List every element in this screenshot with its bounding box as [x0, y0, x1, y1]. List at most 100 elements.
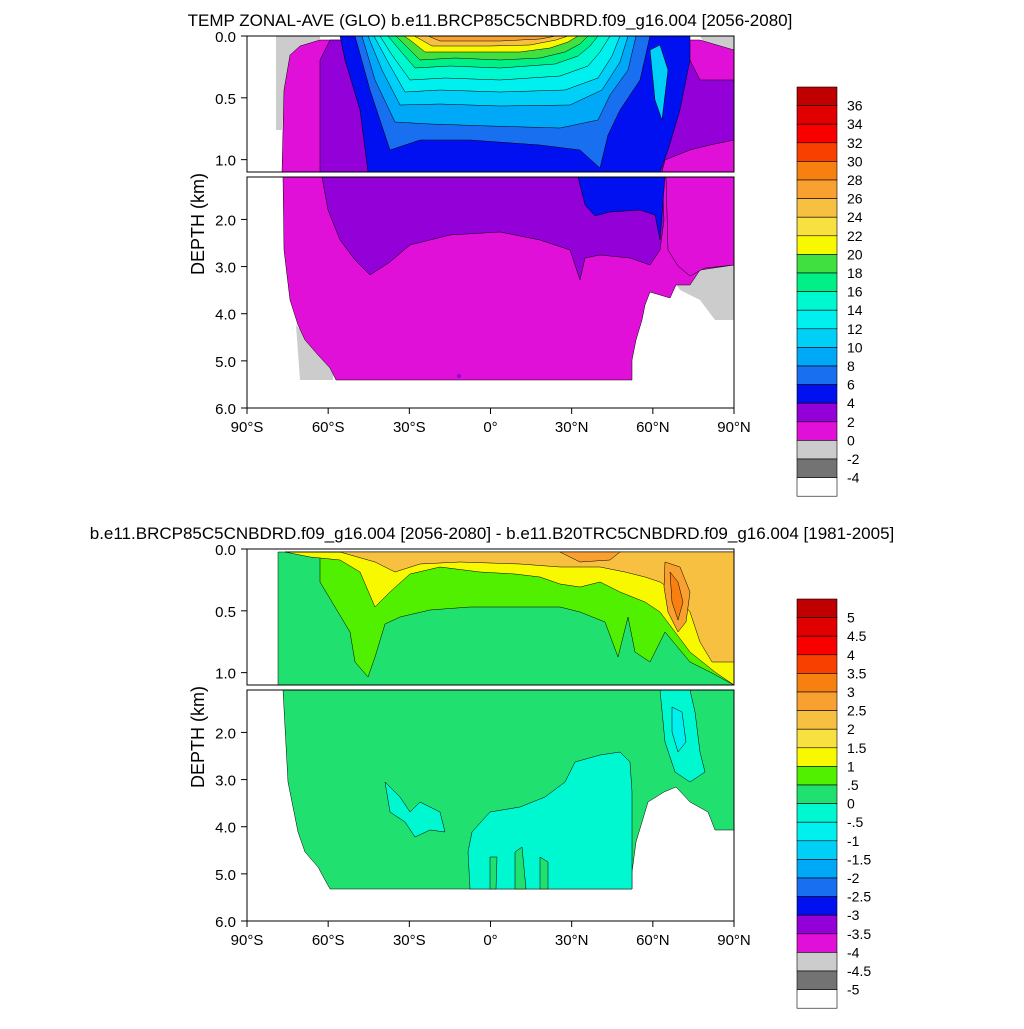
diff-1.5-2 [285, 551, 734, 663]
colorbar-swatch [796, 384, 838, 404]
colorbar-label: 3.5 [847, 665, 867, 681]
colorbar-label: -2 [847, 451, 860, 467]
x-tick-label: 0° [483, 932, 497, 949]
colorbar-swatch [796, 933, 838, 953]
colorbar-swatch [796, 365, 838, 385]
colorbar-label: 24 [847, 209, 863, 225]
colorbar-label: .5 [847, 777, 859, 793]
diff-1-1.5 [284, 551, 734, 685]
colorbar-swatch [796, 254, 838, 274]
colorbar-swatch [796, 840, 838, 860]
y-tick-label: 4.0 [215, 820, 236, 837]
colorbar-swatch [796, 766, 838, 786]
colorbar-swatch [796, 673, 838, 693]
colorbar-swatch [796, 803, 838, 823]
diff-neg-patch-1 [384, 781, 446, 838]
colorbar-swatch [796, 896, 838, 916]
lower-depth-field [247, 690, 734, 921]
colorbar-label: -4 [847, 944, 860, 960]
colorbar-label: -5 [847, 982, 860, 998]
x-tick-label: 90°S [231, 932, 264, 949]
colorbar-swatch [796, 728, 838, 749]
colorbar-swatch [796, 477, 838, 497]
y-axis-label: DEPTH (km) [188, 173, 208, 275]
y-tick-label: 3.0 [215, 773, 236, 790]
colorbar-swatch [796, 216, 838, 237]
y-axis-ticks: 0.0 0.5 1.0 2.0 3.0 4.0 5.0 6.0 [215, 542, 247, 931]
x-tick-label: 30°N [555, 932, 589, 949]
x-tick-label: 90°N [717, 932, 751, 949]
x-tick-label: 30°N [555, 419, 589, 436]
colorbar-swatch [796, 347, 838, 367]
colorbar-swatch [796, 914, 838, 935]
colorbar-swatch [796, 105, 838, 125]
y-tick-label: 5.0 [215, 354, 236, 371]
upper-plot-frame [246, 548, 735, 686]
colorbar-label: 2.5 [847, 703, 867, 719]
y-tick-label: 1.0 [215, 153, 236, 170]
y-tick-label: 0.5 [215, 91, 236, 108]
colorbar-label: 8 [847, 358, 855, 374]
colorbar-swatch [796, 235, 838, 255]
colorbar-label: 20 [847, 246, 863, 262]
colorbar-label: 22 [847, 228, 863, 244]
colorbar-label: 2 [847, 721, 855, 737]
colorbar-label: 14 [847, 302, 863, 318]
y-tick-label: 0.0 [215, 542, 236, 559]
upper-plot-frame [246, 35, 735, 173]
x-tick-label: 60°N [636, 932, 670, 949]
colorbar-swatch [796, 142, 838, 162]
colorbar-label: 28 [847, 172, 863, 188]
colorbar-swatch [796, 747, 838, 767]
colorbar-label: 5 [847, 610, 855, 626]
upper-depth-field [247, 549, 734, 685]
colorbar-swatch [796, 440, 838, 460]
diff-surface-warm [559, 551, 621, 563]
colorbar-label: 36 [847, 98, 863, 114]
colorbar-swatch [796, 784, 838, 804]
temperature-chart: TEMP ZONAL-AVE (GLO) b.e11.BRCP85C5CNBDR… [188, 11, 863, 497]
colorbar-label: 26 [847, 191, 863, 207]
blue-under-1km [577, 177, 666, 241]
temperature-zonal-average-panel: TEMP ZONAL-AVE (GLO) b.e11.BRCP85C5CNBDR… [0, 0, 1024, 512]
colorbar-swatch [796, 328, 838, 348]
diff-neg-nordic-2 [671, 706, 687, 753]
x-tick-label: 30°S [393, 932, 426, 949]
x-tick-label: 90°N [717, 419, 751, 436]
x-tick-label: 30°S [393, 419, 426, 436]
contour-2-4-lower [321, 177, 665, 281]
colorbar-label: 10 [847, 339, 863, 355]
y-tick-label: 0.0 [215, 29, 236, 46]
colorbar-label: 30 [847, 153, 863, 169]
colorbar-swatch [796, 989, 838, 1009]
x-tick-label: 60°N [636, 419, 670, 436]
y-tick-label: 0.5 [215, 604, 236, 621]
colorbar-swatch [796, 617, 838, 637]
colorbar-label: -3.5 [847, 926, 871, 942]
colorbar-swatch [796, 309, 838, 330]
diff-2.5-3-nordic [669, 571, 684, 621]
diff-pos-pillars [489, 846, 549, 890]
colorbar-label: -1.5 [847, 851, 871, 867]
colorbar-swatch [796, 272, 838, 292]
contour-26-28 [427, 36, 557, 42]
colorbar-label: 16 [847, 284, 863, 300]
upper-depth-field [247, 36, 734, 172]
colorbar-swatch [796, 710, 838, 730]
x-axis-ticks: 90°S 60°S 30°S 0° 30°N 60°N 90°N [231, 921, 751, 949]
colorbar-label: 2 [847, 414, 855, 430]
y-tick-label: 5.0 [215, 867, 236, 884]
y-tick-label: 6.0 [215, 914, 236, 931]
colorbar-label: 1.5 [847, 740, 867, 756]
colorbar-label: -2 [847, 870, 860, 886]
colorbar-swatch [796, 635, 838, 656]
colorbar-swatch [796, 291, 838, 311]
colorbar-swatch [796, 198, 838, 218]
y-tick-label: 1.0 [215, 666, 236, 683]
seamount-dot [457, 374, 461, 378]
colorbar-label: 3 [847, 684, 855, 700]
colorbar-label: 1 [847, 758, 855, 774]
colorbar-swatch [796, 458, 838, 478]
colorbar-swatch [796, 859, 838, 879]
